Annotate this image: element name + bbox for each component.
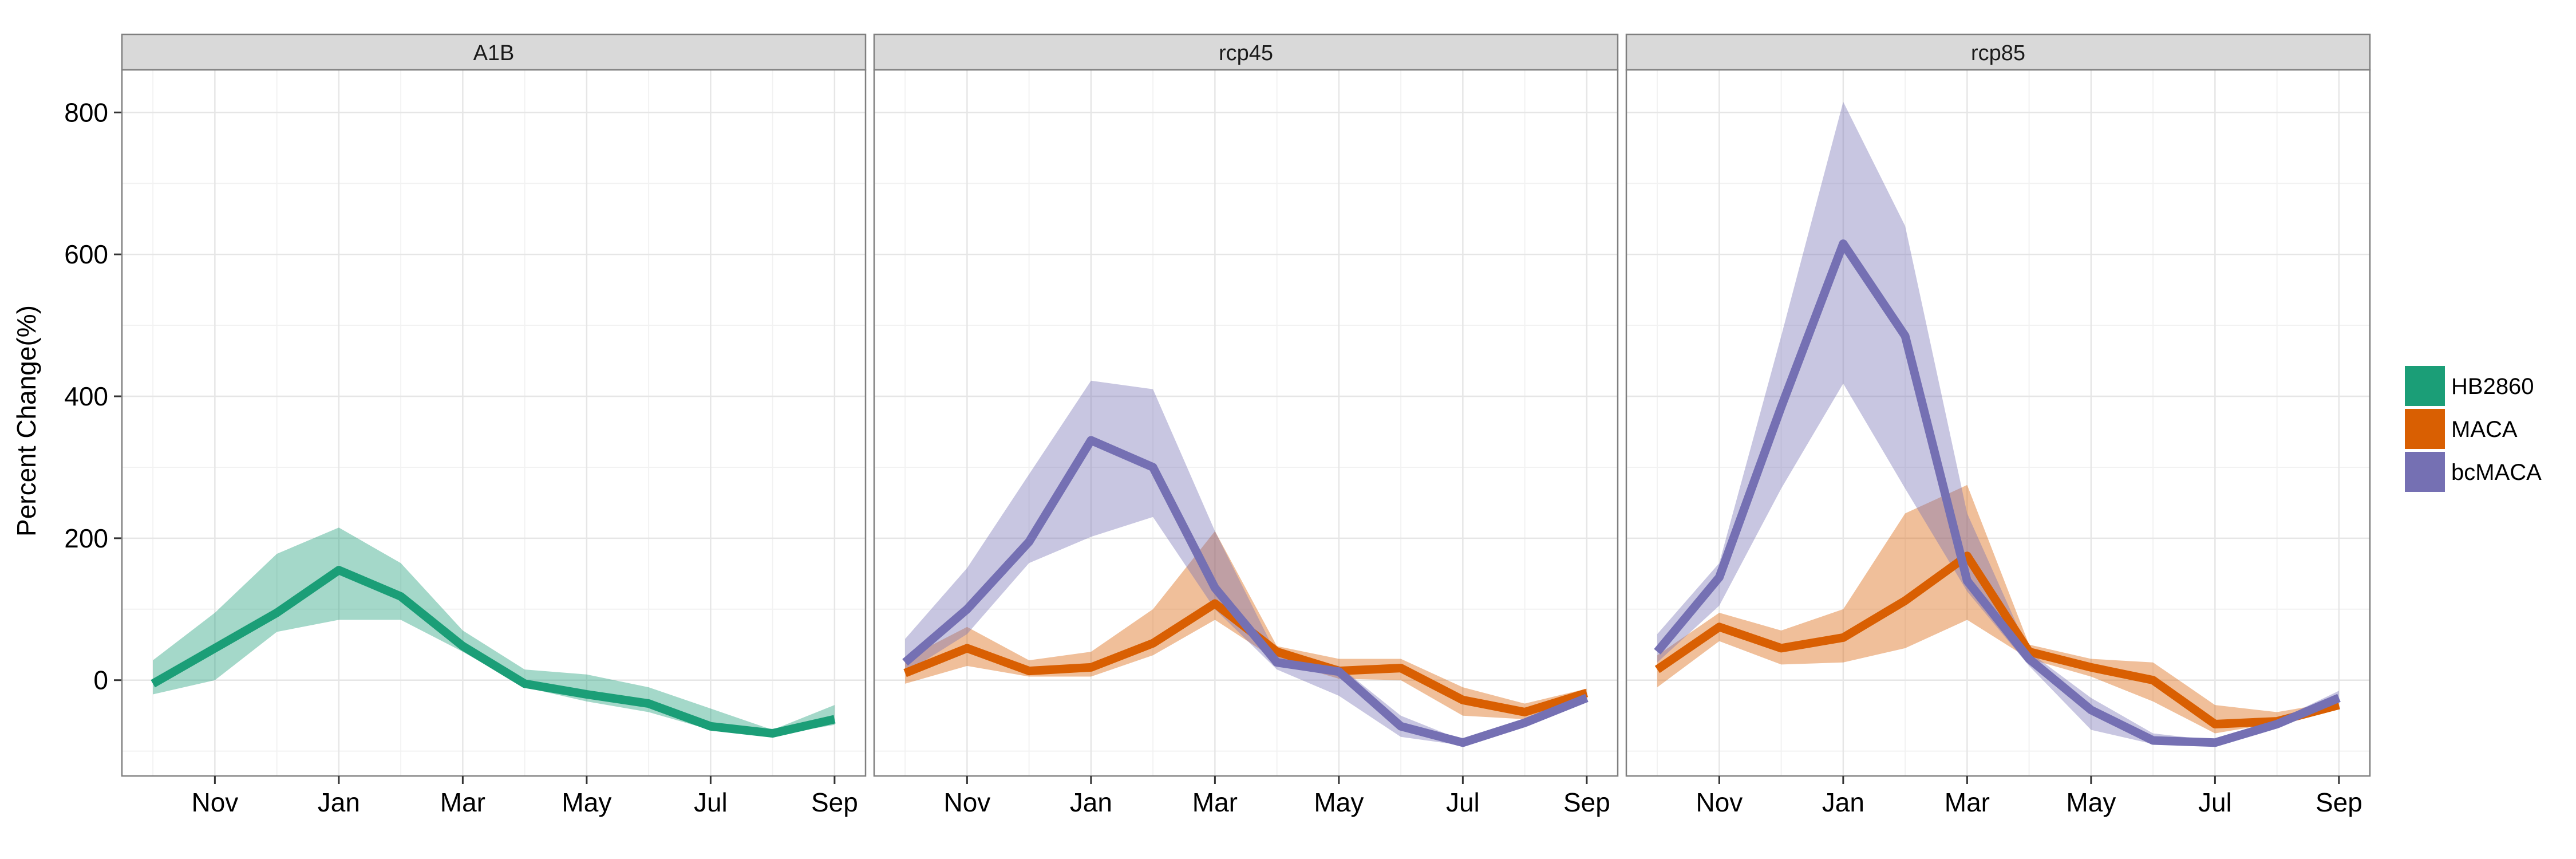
x-tick-label: Jul: [2198, 787, 2232, 817]
series-line-bcMACA: [1654, 239, 2341, 747]
x-tick-label: Nov: [1696, 787, 1743, 817]
plot-background: [874, 70, 1618, 776]
panel-strip: [121, 33, 867, 71]
x-tick-label: Sep: [1563, 787, 1610, 817]
y-tick-label: 400: [64, 381, 108, 411]
panel-strip-label: rcp85: [1971, 41, 2025, 65]
x-tick-label: Mar: [1945, 787, 1990, 817]
x-tick-label: Nov: [943, 787, 990, 817]
panel-border: [121, 69, 867, 777]
x-tick-label: Mar: [440, 787, 485, 817]
x-tick-label: Jul: [1446, 787, 1480, 817]
panel-border: [873, 69, 1619, 777]
ribbon-bcMACA: [1657, 101, 2339, 746]
x-tick-label: Jan: [318, 787, 360, 817]
legend-swatch: [2404, 408, 2446, 450]
y-tick-label: 200: [64, 523, 108, 553]
legend-label: bcMACA: [2451, 460, 2542, 485]
legend-label: MACA: [2451, 417, 2518, 442]
y-tick-label: 600: [64, 239, 108, 269]
x-tick-label: May: [1314, 787, 1364, 817]
panel-strip-label: A1B: [473, 41, 515, 65]
x-tick-label: Jan: [1822, 787, 1864, 817]
series-line-HB2860: [151, 566, 836, 738]
x-tick-label: Nov: [191, 787, 238, 817]
legend-label: HB2860: [2451, 374, 2534, 399]
x-tick-label: May: [562, 787, 611, 817]
x-tick-label: Mar: [1192, 787, 1238, 817]
panel-border: [1625, 69, 2371, 777]
series-line-MACA: [1654, 551, 2340, 728]
panel-strip-label: rcp45: [1219, 41, 1273, 65]
legend-swatch: [2404, 451, 2446, 493]
x-tick-label: May: [2066, 787, 2116, 817]
series-line-bcMACA: [902, 436, 1589, 747]
x-tick-label: Jan: [1070, 787, 1112, 817]
x-tick-label: Sep: [2316, 787, 2362, 817]
y-tick-label: 800: [64, 97, 108, 127]
y-axis-title: Percent Change(%): [11, 305, 41, 537]
y-tick-label: 0: [93, 665, 108, 695]
plot-background: [1626, 70, 2370, 776]
x-tick-label: Jul: [694, 787, 728, 817]
x-tick-label: Sep: [811, 787, 858, 817]
panel-strip: [1625, 33, 2371, 71]
legend-swatch: [2404, 365, 2446, 407]
panel-strip: [873, 33, 1619, 71]
plot-background: [122, 70, 866, 776]
